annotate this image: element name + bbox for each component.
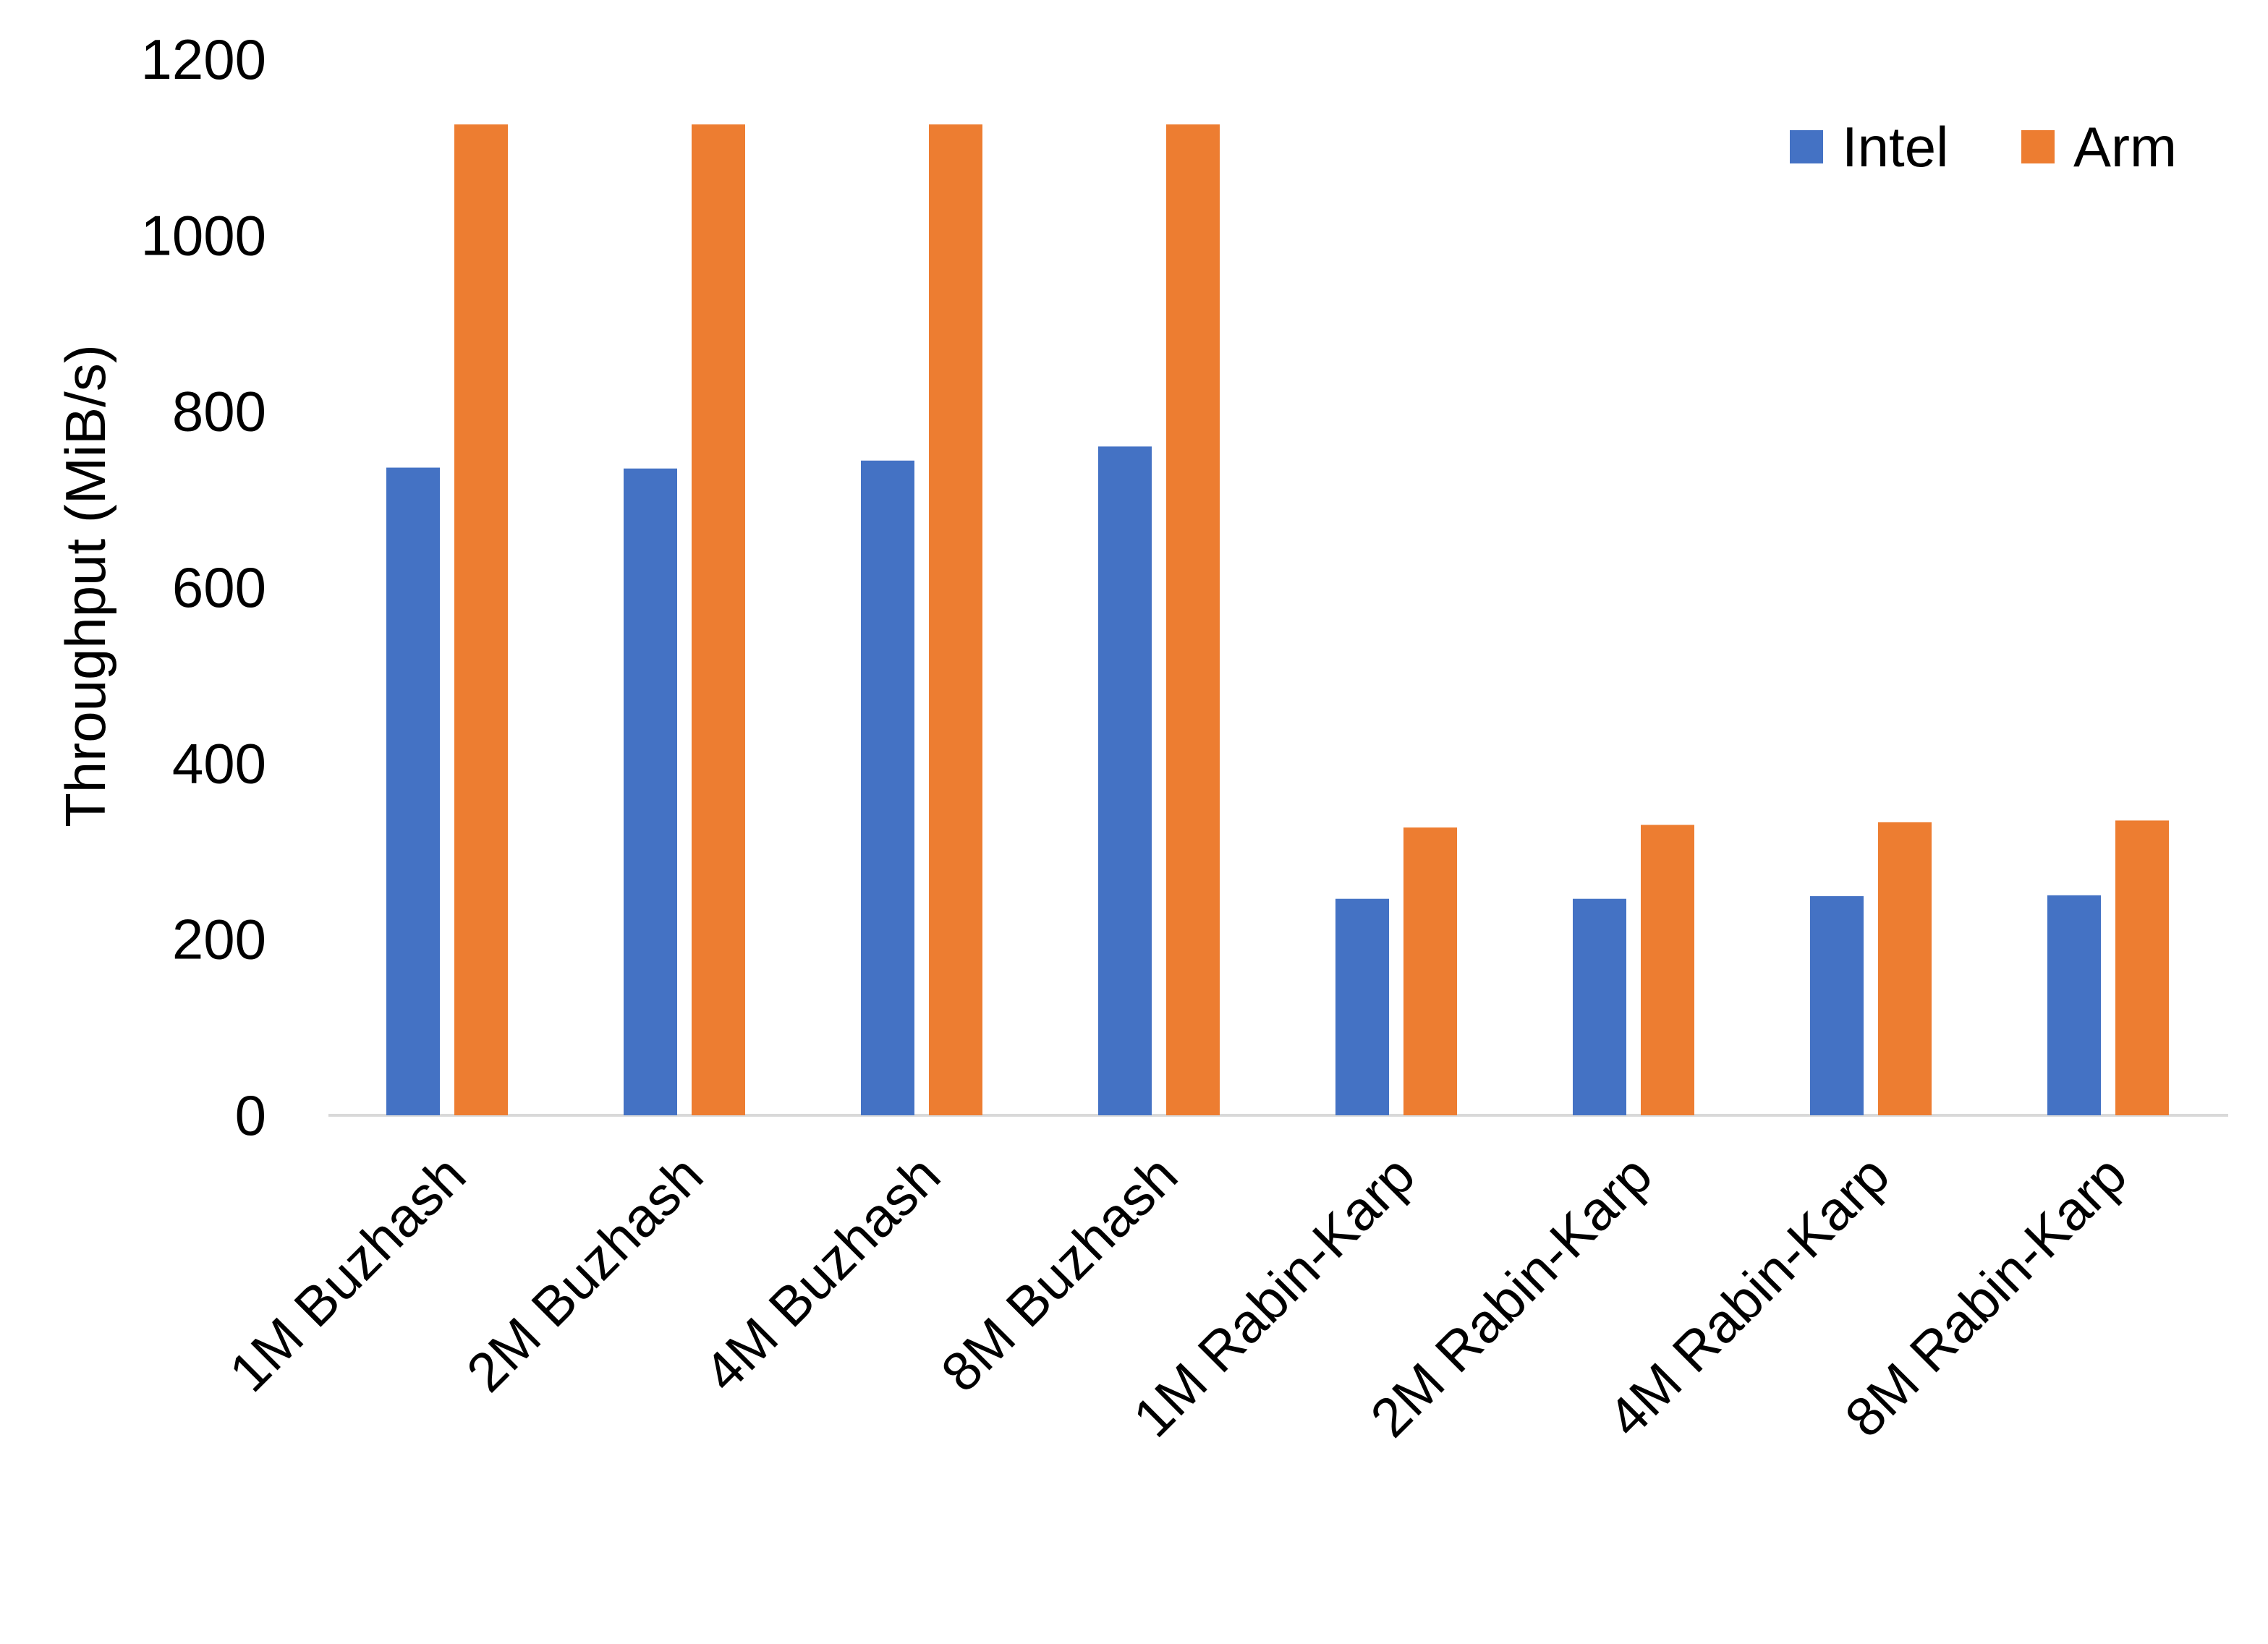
bar-intel [1335, 898, 1389, 1115]
legend-label: Arm [2073, 115, 2177, 179]
y-tick-label: 800 [172, 380, 266, 443]
y-tick-label: 0 [235, 1083, 266, 1147]
legend: Intel Arm [1790, 115, 2177, 179]
x-tick-label: 2M Buzhash [455, 1144, 715, 1404]
y-tick-label: 200 [172, 908, 266, 971]
bar-intel [1810, 896, 1864, 1115]
x-tick-label: 4M Buzhash [692, 1144, 952, 1404]
bar-arm [1878, 822, 1932, 1115]
y-axis-label: Throughput (MiB/s) [54, 344, 117, 827]
legend-swatch-intel [1790, 130, 1823, 163]
bar-intel [386, 467, 440, 1115]
y-tick-label: 400 [172, 731, 266, 795]
bar-arm [454, 124, 508, 1116]
y-tick-label: 1200 [140, 27, 266, 91]
bar-arm [1641, 825, 1694, 1115]
y-axis-ticks: 0 200 400 600 800 1000 1200 [140, 27, 266, 1147]
bar-arm [1403, 827, 1457, 1115]
bar-arm [929, 124, 982, 1116]
bar-arm [692, 124, 745, 1116]
y-tick-label: 1000 [140, 203, 266, 267]
y-tick-label: 600 [172, 555, 266, 619]
x-tick-label: 8M Buzhash [930, 1144, 1189, 1404]
legend-label: Intel [1842, 115, 1948, 179]
bar-intel [1098, 446, 1152, 1115]
bar-intel [2047, 895, 2101, 1115]
x-tick-label: 1M Buzhash [218, 1144, 477, 1404]
bar-intel [861, 460, 914, 1115]
legend-swatch-arm [2021, 130, 2055, 163]
bar-intel [1573, 898, 1626, 1115]
bar-arm [2115, 820, 2169, 1115]
bars [386, 124, 2169, 1116]
bar-arm [1166, 124, 1220, 1116]
bar-intel [624, 468, 677, 1115]
